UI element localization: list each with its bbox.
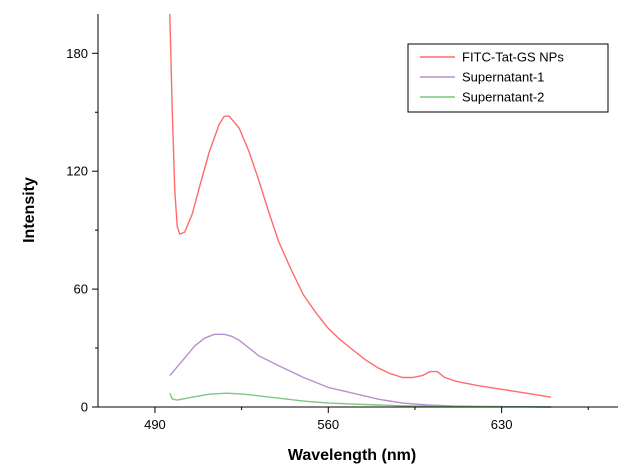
y-axis-title: Intensity — [21, 177, 38, 243]
x-ticks: 490 560 630 — [144, 407, 589, 432]
legend-label-3: Supernatant-2 — [462, 90, 544, 105]
x-tick-label: 490 — [144, 417, 166, 432]
y-tick-label: 120 — [66, 164, 88, 179]
x-tick-label: 630 — [491, 417, 513, 432]
series-line-2 — [169, 333, 552, 408]
legend: FITC-Tat-GS NPs Supernatant-1 Supernatant-… — [407, 43, 609, 113]
x-tick-label: 560 — [317, 417, 339, 432]
y-tick-label: 180 — [66, 46, 88, 61]
y-ticks: 0 60 120 180 — [66, 46, 98, 415]
y-tick-label: 0 — [81, 400, 88, 415]
legend-label-2: Supernatant-1 — [462, 70, 544, 85]
legend-label-1: FITC-Tat-GS NPs — [462, 50, 564, 65]
x-axis-title: Wavelength (nm) — [288, 447, 416, 464]
legend-box — [407, 43, 609, 113]
y-tick-label: 60 — [74, 282, 88, 297]
series-line-1 — [169, 13, 552, 398]
